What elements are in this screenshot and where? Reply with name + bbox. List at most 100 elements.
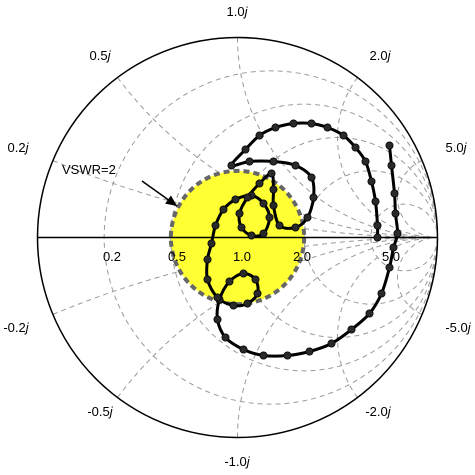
trace-point <box>347 325 356 334</box>
imaginary-unit: j <box>24 320 30 335</box>
imaginary-unit: j <box>386 48 392 63</box>
trace-point <box>253 289 262 298</box>
imaginary-unit: j <box>245 454 251 469</box>
trace-point <box>389 243 398 252</box>
trace-point <box>237 223 246 232</box>
trace-point <box>269 201 278 210</box>
trace-point <box>373 233 382 242</box>
trace-point <box>307 173 316 182</box>
imaginary-unit: j <box>466 320 472 335</box>
trace-point <box>265 213 274 222</box>
reactance-tick-label: 5.0j <box>446 140 468 155</box>
axis-labels: 0.2 0.5 1.0 2.0 5.0 1.0j 0.5j 2.0j 0.2j 5.0j -0.2j… <box>3 4 471 469</box>
trace-point <box>365 309 374 318</box>
trace-point <box>307 119 316 128</box>
reactance-arc-pos-5 <box>397 160 438 238</box>
trace-point <box>367 177 376 186</box>
trace-point <box>259 229 268 238</box>
trace-point <box>255 131 264 140</box>
trace-point <box>243 299 252 308</box>
trace-point <box>207 239 216 248</box>
reactance-arc-neg-0-5 <box>117 237 438 398</box>
trace-point <box>227 161 236 170</box>
vswr-label: VSWR=2 <box>62 162 116 177</box>
reactance-tick-label: -5.0j <box>445 320 471 335</box>
reactance-tick-label: 1.0j <box>227 4 249 19</box>
reactance-arc-neg-5 <box>397 237 438 315</box>
trace-point <box>269 185 278 194</box>
resistance-tick-label: 5.0 <box>382 249 400 264</box>
reactance-tick-label: -1.0j <box>224 454 250 469</box>
grid-lines <box>52 37 439 438</box>
trace-point <box>351 143 360 152</box>
impedance-trace <box>203 119 402 360</box>
trace-point <box>327 339 336 348</box>
trace-point <box>371 197 380 206</box>
trace-point <box>393 229 402 238</box>
trace-point <box>259 351 268 360</box>
imaginary-unit: j <box>108 404 114 419</box>
trace-point <box>203 255 212 264</box>
trace-point <box>213 315 222 324</box>
chart-frame <box>36 36 439 439</box>
trace-point <box>390 189 399 198</box>
trace-point <box>305 347 314 356</box>
resistance-tick-label: 2.0 <box>293 249 311 264</box>
reactance-arc-pos-0-5 <box>117 77 438 238</box>
trace-point <box>231 195 240 204</box>
trace-point <box>235 209 244 218</box>
trace-point <box>377 289 386 298</box>
trace-point <box>247 231 256 240</box>
trace-point <box>373 221 382 230</box>
trace-point <box>213 293 222 302</box>
imaginary-unit: j <box>243 4 249 19</box>
trace-point <box>245 157 254 166</box>
trace-point <box>269 157 278 166</box>
vswr-annotation: VSWR=2 <box>62 162 178 207</box>
imaginary-unit: j <box>24 140 30 155</box>
trace-point <box>385 141 394 150</box>
reactance-arc-pos-2 <box>336 77 438 238</box>
reactance-arc-neg-1 <box>237 237 438 438</box>
trace-point <box>323 123 332 132</box>
reactance-tick-label: -0.2j <box>3 320 29 335</box>
trace-point <box>239 345 248 354</box>
trace-point <box>283 351 292 360</box>
trace-point <box>229 301 238 310</box>
trace-point <box>391 209 400 218</box>
trace-point <box>239 269 248 278</box>
trace-point <box>309 193 318 202</box>
trace-point <box>267 169 276 178</box>
trace-point <box>255 179 264 188</box>
trace-point <box>385 263 394 272</box>
trace-point <box>203 275 212 284</box>
reactance-tick-label: 0.5j <box>90 48 112 63</box>
reactance-tick-label: 0.2j <box>8 140 30 155</box>
reactance-tick-label: -0.5j <box>87 404 113 419</box>
trace-point <box>271 123 280 132</box>
trace-point <box>303 213 312 222</box>
trace-point <box>251 275 260 284</box>
trace-point <box>289 119 298 128</box>
trace-point <box>241 145 250 154</box>
trace-point <box>211 221 220 230</box>
vswr-arrow-head <box>165 195 177 206</box>
imaginary-unit: j <box>106 48 112 63</box>
resistance-tick-label: 0.2 <box>103 249 121 264</box>
resistance-tick-label: 0.5 <box>168 249 186 264</box>
trace-point <box>275 221 284 230</box>
trace-point <box>291 223 300 232</box>
reactance-arc-pos-1 <box>237 37 438 238</box>
trace-point <box>291 161 300 170</box>
imaginary-unit: j <box>462 140 468 155</box>
trace-point <box>259 199 268 208</box>
trace-point <box>339 131 348 140</box>
reactance-arc-neg-0-2 <box>52 237 438 315</box>
trace-point <box>219 205 228 214</box>
trace-point <box>361 157 370 166</box>
trace-point <box>225 277 234 286</box>
trace-point <box>243 193 252 202</box>
reactance-arc-pos-0-2 <box>52 160 438 238</box>
reactance-tick-label: -2.0j <box>365 404 391 419</box>
